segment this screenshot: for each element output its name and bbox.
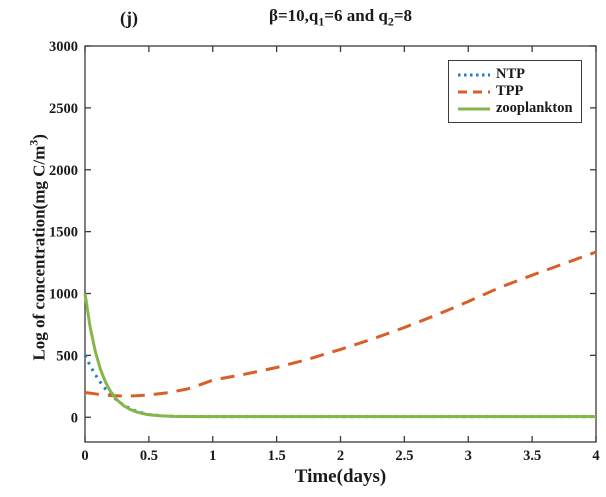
legend-entry-NTP: NTP [457, 66, 573, 83]
y-tick-label: 2500 [49, 101, 78, 117]
series-zooplankton [83, 293, 596, 419]
x-tick-label: 4 [592, 448, 599, 464]
series-NTP [83, 354, 596, 419]
legend-entry-zooplankton: zooplankton [457, 100, 573, 117]
legend-label: NTP [496, 66, 525, 83]
legend-label: zooplankton [496, 100, 573, 117]
legend-line-sample-dashed [458, 90, 490, 93]
x-tick-label: 1.5 [268, 448, 286, 464]
x-tick-label: 0 [81, 448, 88, 464]
legend-line-sample-solid [458, 107, 490, 110]
chart-title: β=10,q1=6 and q2=8 [268, 6, 412, 29]
x-tick-label: 1 [209, 448, 216, 464]
x-tick-label: 2 [337, 448, 344, 464]
legend-line-sample-dotted [458, 73, 490, 76]
y-tick-label: 3000 [49, 39, 78, 55]
legend: NTP TPP zooplankton [448, 60, 582, 123]
y-tick-label: 2000 [49, 163, 78, 179]
x-tick-label: 0.5 [140, 448, 158, 464]
series-TPP [84, 250, 597, 398]
y-tick-label: 0 [71, 410, 78, 426]
y-tick-label: 1500 [49, 225, 78, 241]
y-tick-label: 1000 [49, 287, 78, 303]
x-tick-label: 2.5 [395, 448, 413, 464]
x-tick-label: 3.5 [523, 448, 541, 464]
y-axis-label: Log of concentration(mg C/m3) [26, 134, 49, 361]
legend-label: TPP [496, 83, 524, 100]
legend-entry-TPP: TPP [457, 83, 573, 100]
panel-label: (j) [120, 8, 138, 28]
x-tick-label: 3 [465, 448, 472, 464]
x-axis-label: Time(days) [294, 466, 387, 487]
y-tick-label: 500 [56, 348, 78, 364]
